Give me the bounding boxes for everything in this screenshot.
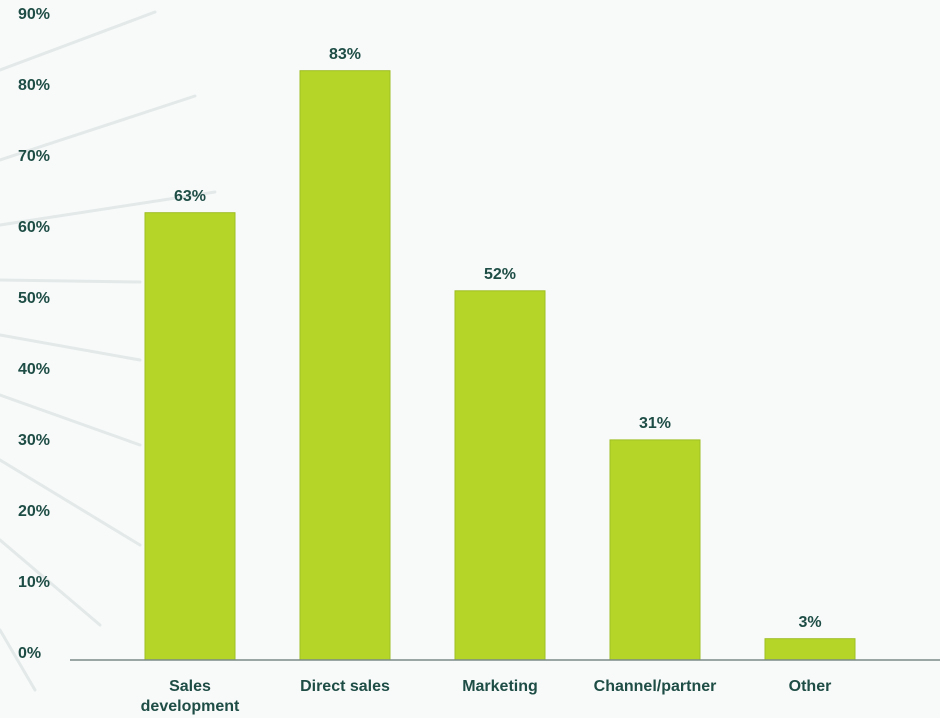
bar [144,212,236,661]
y-tick-label: 20% [18,503,50,520]
data-label: 3% [798,614,821,631]
y-tick-label: 50% [18,290,50,307]
data-label: 31% [639,415,671,432]
bar [454,290,546,661]
bar [609,439,701,661]
y-tick-label: 30% [18,432,50,449]
y-tick-label: 60% [18,219,50,236]
y-tick-label: 0% [18,645,41,662]
y-tick-label: 80% [18,77,50,94]
y-tick-label: 40% [18,361,50,378]
decoration [0,10,217,692]
bar [764,638,856,661]
bar [299,70,391,661]
y-tick-label: 90% [18,6,50,23]
x-tick-label: Direct sales [300,678,390,695]
x-tick-label: Channel/partner [593,678,717,695]
data-label: 83% [329,46,361,63]
data-label: 63% [174,188,206,205]
y-tick-label: 10% [18,574,50,591]
x-tick-label: Other [788,678,832,695]
data-label: 52% [484,266,516,283]
y-tick-label: 70% [18,148,50,165]
x-tick-label: Sales development [140,678,240,715]
x-tick-label: Marketing [462,678,538,695]
